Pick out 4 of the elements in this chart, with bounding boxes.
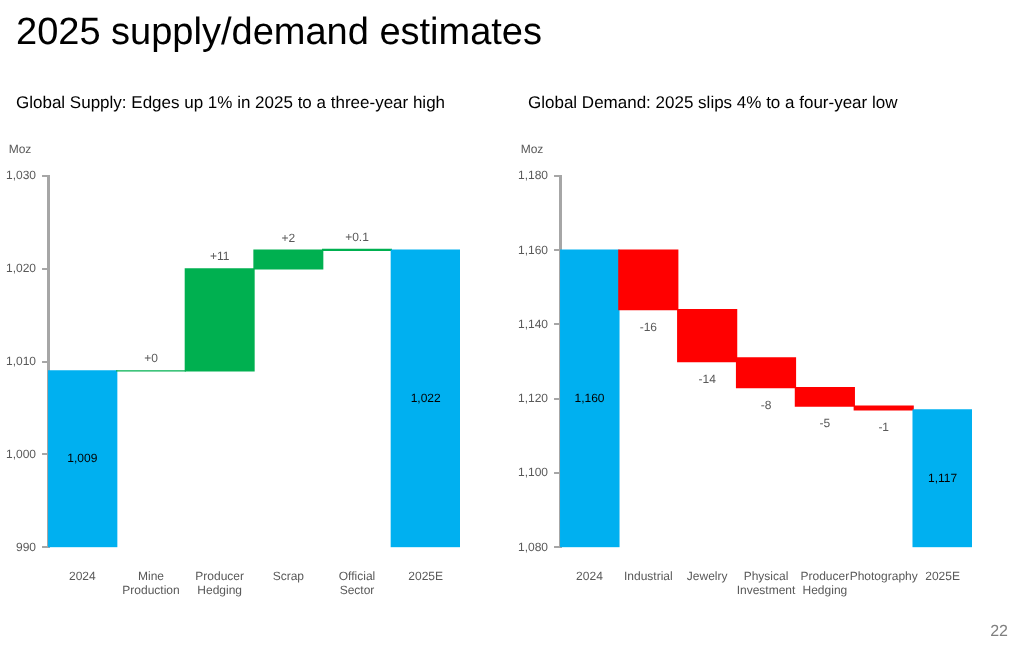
chart-title: Global Demand: 2025 slips 4% to a four-year low [528, 92, 898, 112]
chart-subtitle: Global Supply: Edges up 1% in 2025 to a three-year high [16, 92, 446, 112]
text: 22 [990, 622, 1008, 640]
chart-title: 2025 supply/demand estimates [16, 12, 542, 56]
